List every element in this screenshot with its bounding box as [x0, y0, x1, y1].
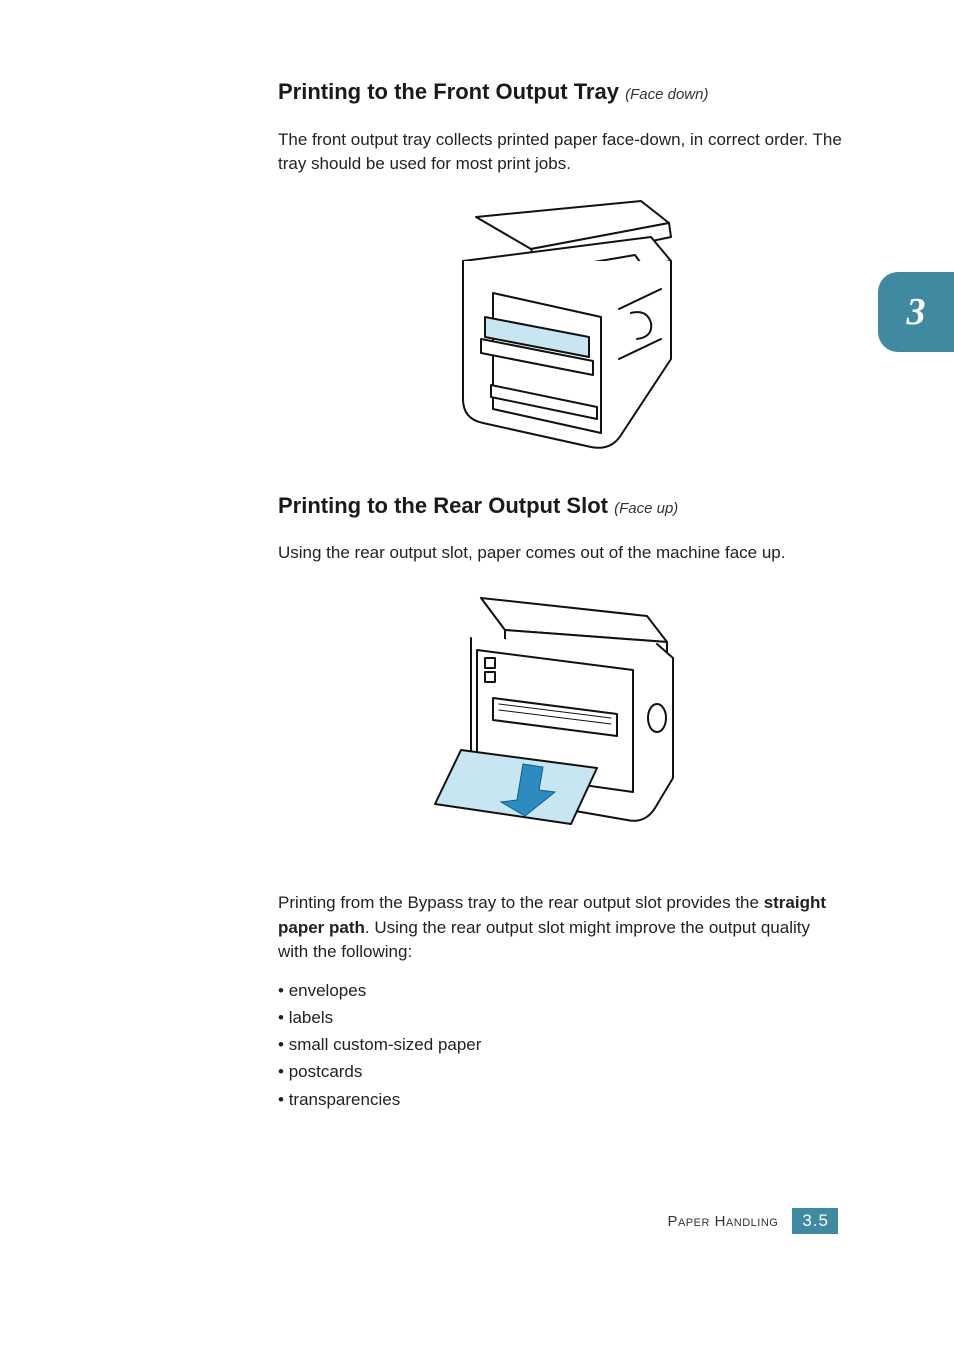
figure-printer-front [278, 189, 844, 464]
content-column: Printing to the Front Output Tray (Face … [278, 78, 844, 1113]
chapter-number: 3 [907, 290, 926, 334]
section2-title: Printing to the Rear Output Slot [278, 493, 614, 518]
section1-subtitle: (Face down) [625, 86, 708, 103]
section2-subtitle: (Face up) [614, 500, 678, 517]
footer-chapter: 3 [802, 1211, 811, 1231]
list-item: transparencies [278, 1086, 844, 1113]
section1-heading: Printing to the Front Output Tray (Face … [278, 78, 844, 106]
footer-page-number: 3.5 [792, 1208, 838, 1234]
list-item: postcards [278, 1058, 844, 1085]
chapter-tab: 3 [878, 272, 954, 352]
page-footer: Paper Handling 3.5 [667, 1208, 838, 1234]
printer-front-icon [421, 189, 701, 459]
page: 3 Printing to the Front Output Tray (Fac… [0, 0, 954, 1346]
list-item: labels [278, 1004, 844, 1031]
section1-paragraph: The front output tray collects printed p… [278, 128, 844, 177]
footer-section-title: Paper Handling [667, 1213, 778, 1230]
section1-title: Printing to the Front Output Tray [278, 79, 625, 104]
section2-paragraph: Using the rear output slot, paper comes … [278, 541, 844, 566]
figure-printer-rear [278, 578, 844, 863]
bullet-list: envelopes labels small custom-sized pape… [278, 977, 844, 1113]
footer-page: 5 [819, 1211, 828, 1231]
section2-heading: Printing to the Rear Output Slot (Face u… [278, 492, 844, 520]
list-item: small custom-sized paper [278, 1031, 844, 1058]
footer-separator: . [812, 1211, 819, 1231]
list-item: envelopes [278, 977, 844, 1004]
section2-paragraph2: Printing from the Bypass tray to the rea… [278, 891, 844, 965]
printer-rear-icon [421, 578, 701, 858]
p2-pre: Printing from the Bypass tray to the rea… [278, 893, 764, 912]
